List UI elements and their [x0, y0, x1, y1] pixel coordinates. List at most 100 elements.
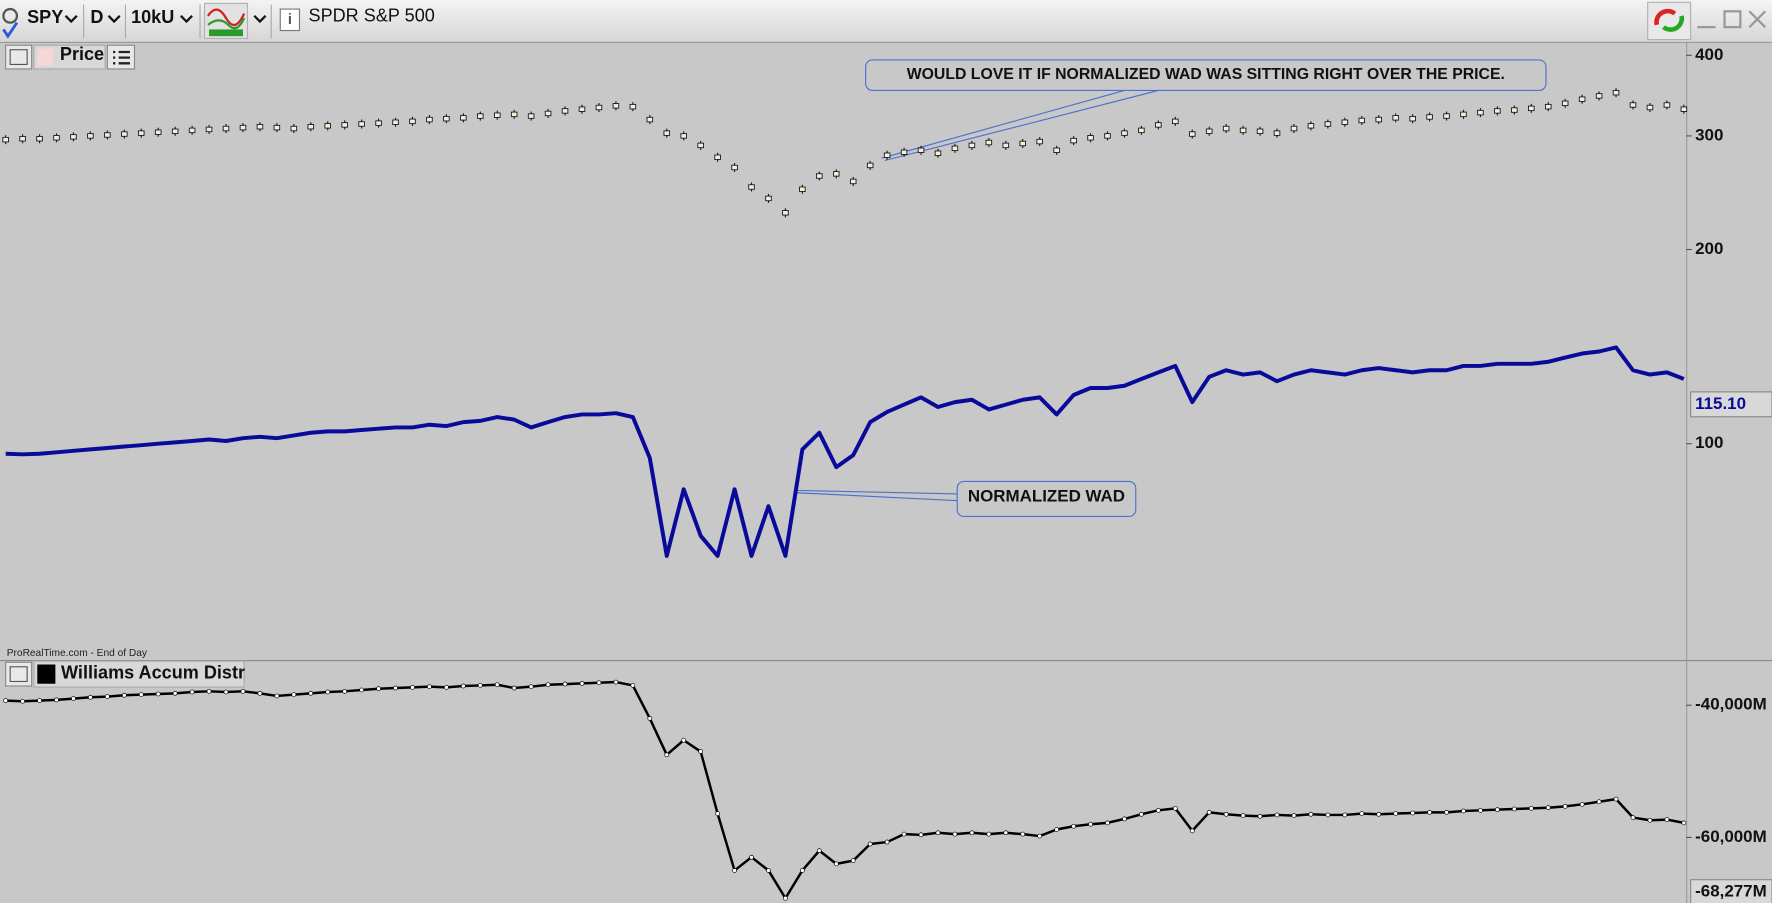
- candle: [1273, 130, 1281, 136]
- period-selector[interactable]: D: [90, 4, 127, 39]
- window-controls[interactable]: [1697, 10, 1767, 29]
- candle: [1375, 116, 1383, 123]
- candle: [629, 103, 637, 110]
- point-marker: [1054, 827, 1060, 832]
- toolbar: [0, 0, 1772, 42]
- candle: [663, 130, 671, 136]
- point-marker: [427, 684, 432, 690]
- candle: [883, 152, 891, 158]
- point-marker: [1461, 808, 1466, 814]
- candle: [290, 125, 298, 132]
- candle: [1019, 140, 1027, 147]
- series-callout: NORMALIZED WAD: [796, 480, 1137, 518]
- candle: [1172, 118, 1179, 125]
- candle: [714, 154, 721, 160]
- candle: [765, 195, 772, 202]
- series-line: [5, 345, 1685, 558]
- point-marker: [969, 830, 975, 836]
- last-value-label: 115.10: [1695, 394, 1746, 413]
- point-marker: [664, 752, 670, 758]
- point-marker: [494, 682, 500, 688]
- point-marker: [647, 716, 653, 721]
- point-marker: [1308, 811, 1314, 817]
- candle: [443, 115, 450, 122]
- point-marker: [1613, 796, 1619, 802]
- link-icon[interactable]: [2, 7, 19, 39]
- point-marker: [1122, 816, 1127, 822]
- point-marker: [189, 689, 195, 695]
- candle: [70, 134, 77, 140]
- candle: [832, 171, 840, 177]
- indicators-button[interactable]: [203, 2, 272, 40]
- candle: [239, 124, 247, 131]
- point-marker: [1037, 833, 1043, 839]
- panel-button[interactable]: [5, 661, 33, 687]
- y-tick-label: 200: [1695, 239, 1723, 258]
- point-marker: [291, 692, 297, 698]
- annotation-callout: WOULD LOVE IT IF NORMALIZED WAD WAS SITT…: [865, 59, 1547, 162]
- symbol-selector[interactable]: SPY: [27, 4, 85, 39]
- candle: [1002, 142, 1010, 149]
- candle: [2, 136, 9, 143]
- candle: [36, 136, 43, 142]
- series-label: NORMALIZED WAD: [968, 487, 1125, 506]
- point-marker: [257, 690, 263, 696]
- symbol: SPY: [27, 7, 63, 27]
- candle: [1578, 96, 1586, 102]
- point-marker: [1681, 820, 1687, 826]
- candle: [154, 129, 162, 135]
- point-marker: [867, 841, 873, 847]
- panel-title: Williams Accum Distr: [61, 662, 245, 682]
- units: 10kU: [131, 7, 174, 27]
- units-selector[interactable]: 10kU: [131, 4, 201, 39]
- candle: [1138, 127, 1145, 134]
- point-marker: [308, 690, 314, 696]
- candle: [137, 130, 145, 136]
- candle: [1629, 102, 1637, 108]
- candle: [1341, 119, 1349, 125]
- candle: [324, 123, 332, 129]
- y-tick-label: 300: [1695, 125, 1723, 144]
- point-marker: [613, 679, 619, 685]
- candle: [1392, 115, 1399, 121]
- candle: [816, 173, 823, 179]
- point-marker: [816, 848, 822, 854]
- candle: [748, 184, 755, 190]
- point-marker: [54, 697, 59, 703]
- candle: [1460, 111, 1467, 118]
- candle: [985, 139, 993, 146]
- candle: [900, 149, 908, 155]
- point-marker: [1528, 805, 1534, 811]
- point-marker: [986, 831, 992, 837]
- point-marker: [20, 698, 25, 704]
- point-marker: [952, 831, 958, 837]
- point-marker: [477, 683, 483, 688]
- point-marker: [88, 694, 93, 700]
- period: D: [90, 7, 103, 27]
- point-marker: [206, 688, 212, 694]
- candle: [256, 124, 264, 130]
- candle: [1121, 130, 1128, 136]
- candle: [612, 103, 620, 109]
- candle: [358, 121, 365, 127]
- point-marker: [1257, 813, 1263, 819]
- point-marker: [884, 839, 890, 845]
- candle: [1646, 104, 1654, 111]
- candle: [222, 125, 230, 132]
- point-marker: [1003, 830, 1009, 836]
- point-marker: [460, 683, 466, 689]
- candle: [1612, 90, 1620, 96]
- candle: [493, 112, 501, 118]
- refresh-button[interactable]: [1647, 1, 1692, 41]
- candle: [680, 133, 687, 139]
- candle: [1477, 109, 1484, 116]
- candle: [171, 128, 179, 134]
- y-tick-label: -60,000M: [1695, 827, 1767, 846]
- info-button[interactable]: i: [279, 8, 301, 32]
- candle: [1680, 106, 1688, 112]
- point-marker: [1274, 812, 1280, 818]
- point-marker: [274, 693, 280, 699]
- panel-button[interactable]: [5, 44, 33, 70]
